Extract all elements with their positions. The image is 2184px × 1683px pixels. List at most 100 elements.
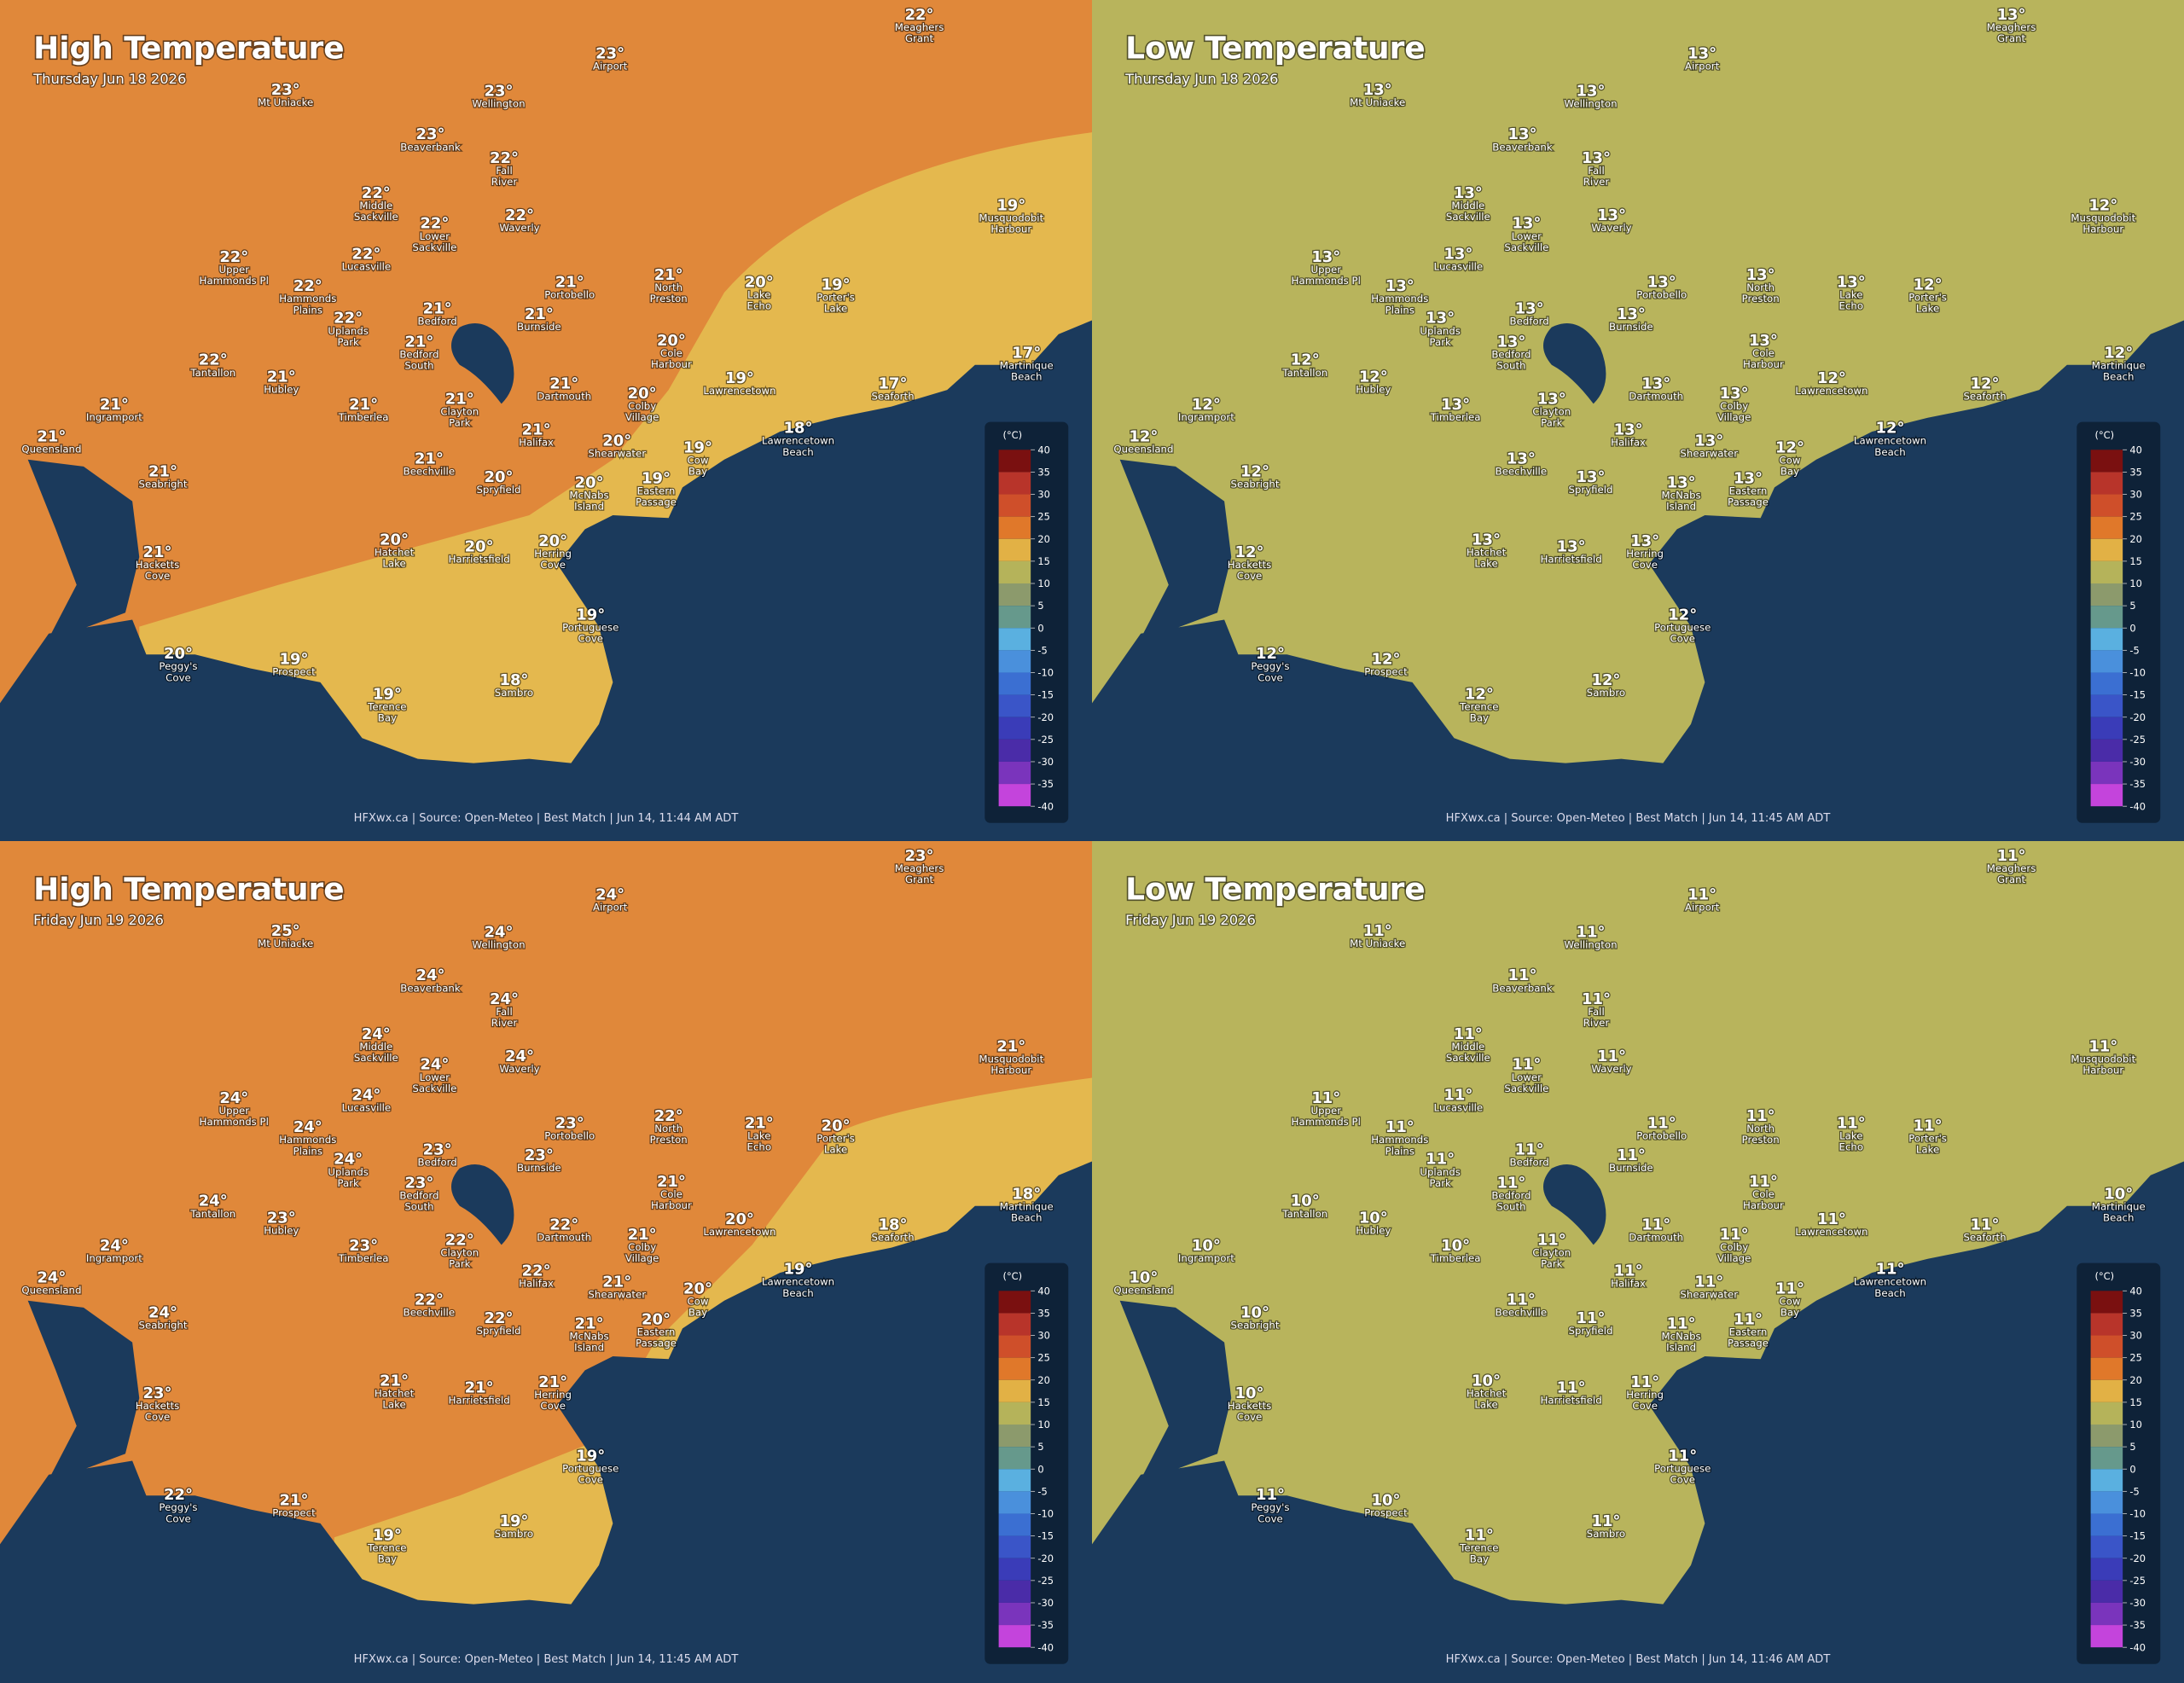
place-temp: 21° [37,427,66,445]
legend-tick-label: 40 [1037,444,1050,456]
place-name: Shearwater [1680,1288,1738,1300]
place-temp: 23° [349,1237,378,1255]
place-temp: 11° [1720,1226,1749,1244]
place-name: Clayton [1532,1246,1571,1258]
place-name: Airport [1685,61,1720,73]
place-name: Cove [1237,570,1263,582]
place-temp: 11° [1667,1314,1696,1332]
place-temp: 11° [1557,1378,1586,1396]
place-temp: 19° [683,439,712,457]
place-name: Seabright [139,478,188,490]
place-name: Dartmouth [1629,1232,1683,1244]
legend-band [998,717,1031,740]
place-name: Village [1717,411,1751,423]
place-name: Lower [420,1071,450,1083]
place-temp: 12° [1192,396,1221,414]
place-name: Passage [636,496,677,508]
legend-tick-label: 5 [2129,1441,2135,1453]
place-name: Beach [782,446,813,458]
legend-band [2090,1379,2123,1402]
place-temp: 19° [373,1526,402,1544]
place-name: Prospect [272,1507,316,1519]
place-name: Lawrencetown [703,1226,775,1238]
legend-tick-label: -30 [1037,1597,1054,1609]
legend-band [2090,494,2123,517]
place-name: Hatchet [375,546,415,558]
legend-band [2090,761,2123,785]
place-temp: 12° [1591,671,1620,689]
place-temp: 12° [1914,276,1943,294]
legend-tick-label: -40 [1037,1641,1054,1653]
place-name: Halifax [519,436,554,448]
place-temp: 19° [576,606,605,624]
place-temp: 20° [164,645,193,663]
place-name: Halifax [1611,436,1646,448]
place-name: Portobello [1636,1129,1687,1141]
place-name: Bay [1780,466,1799,478]
place-temp: 11° [1746,1107,1775,1125]
place-name: Waverly [1591,1063,1631,1075]
place-temp: 19° [642,469,671,487]
legend-tick-label: 5 [1037,600,1043,612]
place-name: Middle [1451,200,1484,212]
place-name: Middle [1451,1041,1484,1053]
place-temp: 11° [1694,1273,1723,1291]
legend-tick-label: -5 [1037,1485,1047,1497]
place-name: Fall [1588,1006,1604,1018]
place-name: Martinique [1000,360,1054,372]
place-name: Cow [1779,455,1800,467]
bedford-basin [1542,1164,1606,1245]
place-name: Park [337,336,359,348]
bedford-basin [450,1164,514,1245]
place-temp: 11° [1734,1310,1763,1328]
place-temp: 19° [373,685,402,703]
place-name: Park [1429,1177,1451,1189]
place-name: Bedford [418,315,457,327]
place-name: Beach [1874,1287,1905,1299]
legend-band [2090,1513,2123,1536]
place-name: Herring [1626,1389,1664,1401]
legend-tick-label: -15 [1037,689,1054,701]
place-name: Burnside [1609,1162,1653,1174]
place-name: Cove [166,671,191,683]
place-temp: 22° [549,1216,578,1233]
legend-tick-label: -25 [1037,1575,1054,1587]
legend-band [2090,1335,2123,1358]
place-name: Terence [1459,1542,1498,1554]
place-name: Echo [747,1140,772,1152]
legend-tick-label: 35 [2129,1307,2142,1319]
place-name: Bay [1780,1307,1799,1319]
place-name: Harrietsfield [449,554,510,566]
legend-tick-label: -10 [1037,667,1054,679]
legend-tick-label: -30 [2129,1597,2146,1609]
place-temp: 25° [271,922,300,940]
place-name: Peggy's [1251,660,1289,672]
legend-tick-label: 5 [2129,600,2135,612]
place-temp: 10° [1192,1237,1221,1255]
place-temp: 11° [1385,1118,1414,1136]
place-temp: 13° [1496,333,1525,351]
place-name: Bedford [399,1190,439,1202]
place-temp: 12° [1240,462,1269,480]
legend-band [2090,1313,2123,1336]
legend-band [998,694,1031,717]
place-name: Timberlea [1430,1252,1481,1264]
legend-title: (°C) [1003,429,1023,441]
legend-tick-label: 0 [2129,1463,2135,1475]
legend-tick-label: 30 [2129,1330,2142,1342]
place-name: Cole [660,1188,682,1200]
place-name: Lower [1512,1071,1542,1083]
legend-band [998,472,1031,495]
place-name: Lawrencetown [1854,435,1926,447]
place-name: Herring [1626,548,1664,560]
place-name: Terence [367,701,406,713]
place-temp: 11° [1507,1291,1536,1309]
place-temp: 13° [1647,273,1676,291]
place-name: Lake [1474,1398,1497,1410]
place-name: Porter's [816,292,855,304]
place-temp: 12° [1291,351,1320,369]
place-name: McNabs [570,489,609,501]
place-name: Martinique [2092,360,2146,372]
place-temp: 24° [334,1151,363,1169]
